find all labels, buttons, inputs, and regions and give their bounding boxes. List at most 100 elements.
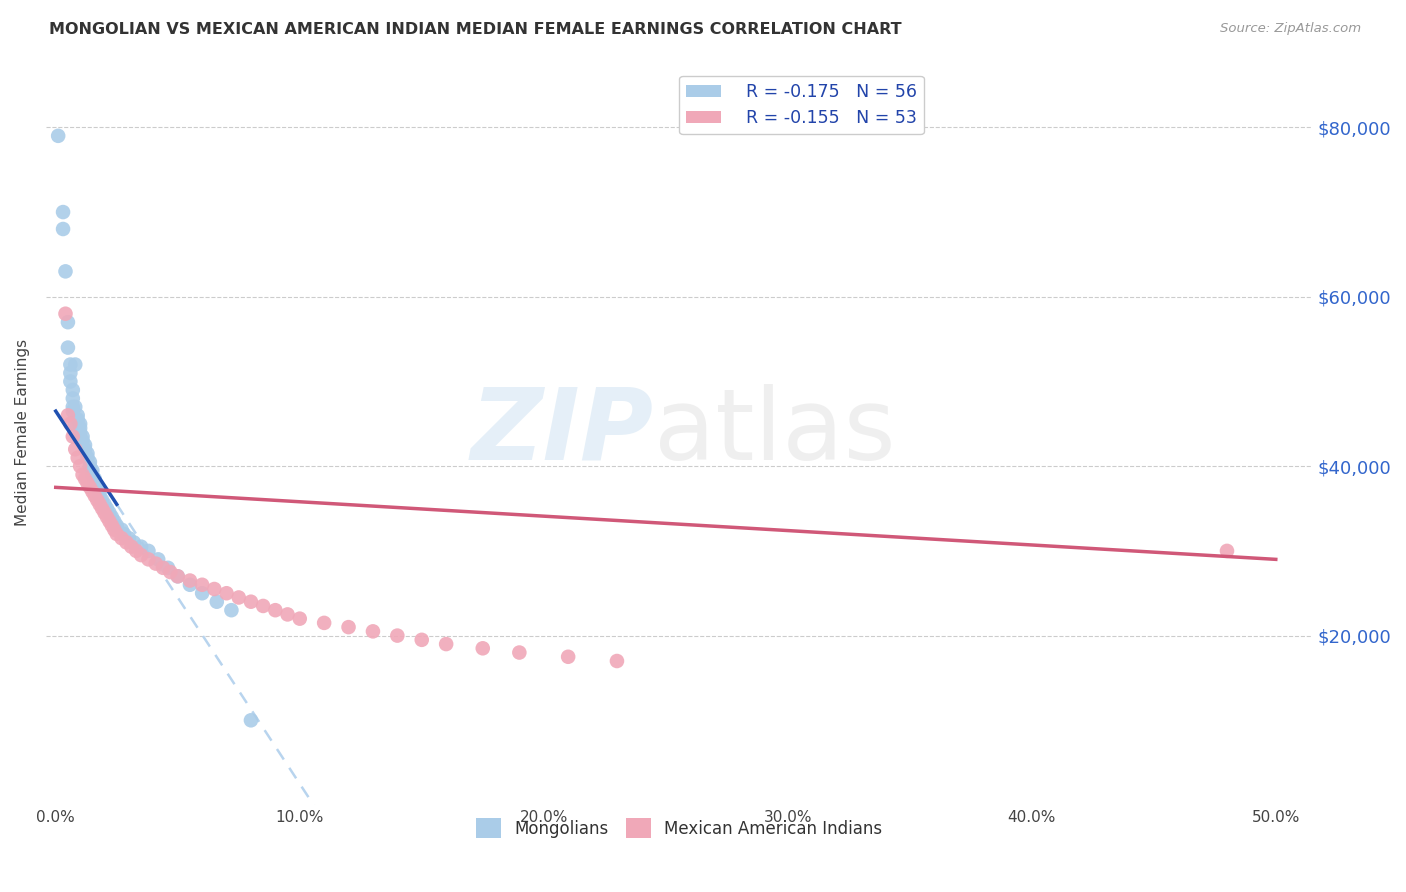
Point [73, 472, 96, 486]
Point [239, 595, 262, 609]
Point [89, 484, 111, 499]
Point [179, 578, 201, 592]
Point [411, 632, 433, 647]
Point [148, 552, 170, 566]
Point [264, 603, 287, 617]
Point [76, 476, 98, 491]
Point [252, 599, 274, 613]
Point [65, 417, 87, 431]
Point [228, 591, 250, 605]
Point [277, 607, 299, 622]
Point [79, 459, 101, 474]
Point [191, 578, 214, 592]
Point [1216, 544, 1239, 558]
Point [96, 510, 118, 524]
Point [361, 624, 384, 639]
Point [179, 574, 201, 588]
Point [93, 506, 115, 520]
Text: MONGOLIAN VS MEXICAN AMERICAN INDIAN MEDIAN FEMALE EARNINGS CORRELATION CHART: MONGOLIAN VS MEXICAN AMERICAN INDIAN MED… [49, 22, 901, 37]
Point [239, 714, 262, 728]
Point [191, 586, 214, 600]
Point [129, 540, 152, 554]
Point [65, 358, 87, 372]
Point [314, 615, 336, 630]
Point [101, 510, 124, 524]
Point [65, 442, 87, 457]
Point [166, 569, 188, 583]
Point [115, 535, 138, 549]
Point [215, 586, 238, 600]
Point [72, 434, 94, 448]
Point [82, 484, 104, 499]
Point [66, 409, 89, 423]
Point [56, 409, 79, 423]
Point [129, 548, 152, 562]
Point [434, 637, 457, 651]
Point [145, 557, 167, 571]
Point [120, 540, 142, 554]
Point [73, 438, 96, 452]
Point [69, 417, 91, 431]
Point [72, 467, 94, 482]
Point [73, 442, 96, 457]
Point [110, 531, 132, 545]
Point [83, 476, 105, 491]
Point [62, 392, 84, 406]
Point [83, 489, 105, 503]
Point [98, 506, 121, 520]
Point [65, 400, 87, 414]
Point [159, 565, 181, 579]
Point [205, 595, 228, 609]
Text: Source: ZipAtlas.com: Source: ZipAtlas.com [1220, 22, 1361, 36]
Point [93, 497, 115, 511]
Point [91, 493, 114, 508]
Point [105, 527, 128, 541]
Point [103, 523, 125, 537]
Point [83, 472, 105, 486]
Point [62, 429, 84, 443]
Point [52, 222, 75, 236]
Point [59, 358, 82, 372]
Point [52, 205, 75, 219]
Point [110, 523, 132, 537]
Point [69, 421, 91, 435]
Point [122, 535, 145, 549]
Point [221, 603, 243, 617]
Point [387, 629, 409, 643]
Point [56, 315, 79, 329]
Text: atlas: atlas [654, 384, 896, 481]
Point [62, 383, 84, 397]
Point [89, 489, 111, 503]
Point [56, 341, 79, 355]
Point [66, 412, 89, 426]
Point [55, 264, 77, 278]
Point [82, 463, 104, 477]
Point [69, 425, 91, 440]
Point [76, 446, 98, 460]
Point [96, 501, 118, 516]
Point [103, 514, 125, 528]
Point [62, 400, 84, 414]
Text: ZIP: ZIP [471, 384, 654, 481]
Point [101, 518, 124, 533]
Point [76, 450, 98, 465]
Point [59, 366, 82, 380]
Point [91, 501, 114, 516]
Point [55, 307, 77, 321]
Point [69, 459, 91, 474]
Point [118, 531, 141, 545]
Point [288, 612, 311, 626]
Point [86, 493, 108, 508]
Point [156, 561, 179, 575]
Point [66, 450, 89, 465]
Point [79, 480, 101, 494]
Point [82, 467, 104, 482]
Point [138, 552, 160, 566]
Point [62, 404, 84, 418]
Point [138, 544, 160, 558]
Point [166, 569, 188, 583]
Point [86, 480, 108, 494]
Point [46, 128, 69, 143]
Point [557, 649, 579, 664]
Point [337, 620, 360, 634]
